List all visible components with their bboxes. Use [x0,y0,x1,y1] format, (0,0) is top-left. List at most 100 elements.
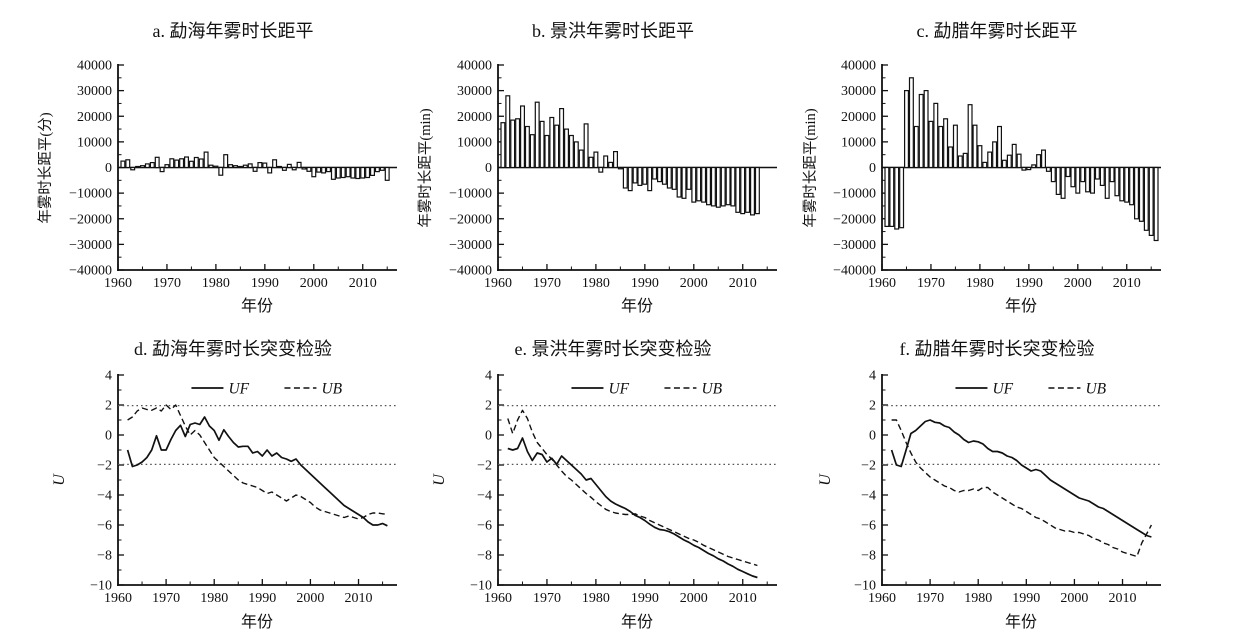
bar-2003 [1090,166,1096,194]
panel-f: f. 勐腊年雾时长突变检验 U 年份 −10 −8 −6 −4 −2 0 2 4 1960 197… [817,322,1240,644]
x-tick-label: 1970 [917,276,945,291]
bar-1967 [913,125,919,169]
bar-1975 [952,124,958,169]
bar-1985 [237,165,243,169]
panel-c-xlabel: 年份 [1005,297,1037,315]
y-tick-label: −10000 [833,187,876,202]
bar-2013 [1138,166,1144,222]
legend-ub-label: UB [321,381,342,398]
bar-1986 [242,164,248,169]
y-tick-label: 2 [485,399,492,414]
bar-2004 [330,166,336,180]
bar-1976 [573,141,579,169]
bar-2003 [706,166,712,206]
x-tick-label: 1980 [202,276,230,291]
bar-2004 [710,166,716,207]
x-tick-label: 1990 [251,276,279,291]
panel-a-ylabel: 年雾时长距平(分) [37,112,54,223]
y-tick-label: −10000 [69,187,112,202]
bar-1983 [992,141,998,169]
bar-1989 [257,162,263,169]
bar-1966 [524,125,530,169]
bar-1995 [666,166,672,189]
bar-2006 [1104,166,1110,199]
bar-1977 [578,149,584,169]
bar-1988 [632,166,638,184]
y-tick-label: −30000 [449,238,492,253]
y-tick-label: −2 [861,459,876,474]
x-tick-label: 2010 [729,276,757,291]
bar-2011 [1129,166,1135,206]
x-tick-label: 1960 [104,276,132,291]
bar-1996 [291,166,297,171]
bar-1973 [179,158,185,169]
y-tick-label: −40000 [833,264,876,279]
y-tick-label: 20000 [457,110,492,125]
bar-2010 [740,166,746,215]
bar-1984 [233,165,239,169]
bar-1973 [559,107,565,169]
y-tick-label: −6 [97,519,112,534]
x-tick-label: 1970 [152,591,180,606]
y-tick-label: −10000 [449,187,492,202]
y-tick-label: −30000 [69,238,112,253]
panel-b-ylabel: 年雾时长距平(min) [417,108,434,227]
x-tick-label: 1980 [200,591,228,606]
panel-a-svg: a. 勐海年雾时长距平 年雾时长距平(分) 年份 −40000 −30000 −20… [37,21,397,315]
bar-2016 [1153,166,1159,242]
y-tick-label: −2 [477,459,492,474]
bar-1986 [622,166,628,189]
bar-2001 [316,166,322,173]
y-tick-label: 0 [105,161,112,176]
bar-1969 [923,89,929,169]
bar-1970 [544,134,550,169]
x-tick-label: 2010 [729,591,757,606]
bar-1981 [218,166,224,176]
y-tick-label: −20000 [69,212,112,227]
bar-2007 [725,166,731,206]
ub-line [127,404,388,520]
bar-1978 [203,151,209,169]
y-tick-label: 2 [105,399,112,414]
bar-1999 [686,166,692,190]
bar-1967 [529,134,535,169]
bar-1967 [149,162,155,169]
x-tick-label: 2010 [349,276,377,291]
bar-1963 [130,166,136,171]
bar-1961 [884,166,890,228]
bar-1992 [1036,154,1042,169]
bar-1994 [1045,166,1051,172]
bar-1980 [977,145,983,169]
bar-1976 [193,156,199,169]
panel-c-plot-area: −40000 −30000 −20000 −10000 0 10000 20000 30000… [833,59,1161,291]
bar-1966 [908,77,914,169]
bar-2005 [1099,166,1105,186]
x-tick-label: 1980 [964,591,992,606]
bar-1974 [947,146,953,169]
bar-1978 [967,104,973,169]
bar-2009 [735,166,741,213]
bar-1994 [281,166,287,171]
y-tick-label: −40000 [449,264,492,279]
y-tick-label: −20000 [833,212,876,227]
panel-a-plot-area: −40000 −30000 −20000 −10000 0 10000 20000 30000… [69,59,397,291]
bar-1965 [903,89,909,169]
bar-2006 [720,166,726,207]
bar-2006 [340,166,346,179]
bar-1972 [174,159,180,169]
y-tick-label: 30000 [841,84,876,99]
y-tick-label: 20000 [841,110,876,125]
y-tick-label: 30000 [77,84,112,99]
x-tick-label: 2010 [1109,591,1137,606]
y-tick-label: 40000 [77,59,112,74]
x-tick-label: 1970 [533,276,561,291]
x-tick-label: 2000 [1064,276,1092,291]
bar-1991 [647,166,653,192]
bar-2015 [384,166,390,181]
panel-e: e. 景洪年雾时长突变检验 U 年份 −10 −8 −6 −4 −2 0 2 4 1960 197… [413,322,826,644]
panel-b-plot-area: −40000 −30000 −20000 −10000 0 10000 20000 30000… [449,59,777,291]
bar-1969 [159,166,165,173]
bar-2008 [1114,166,1120,197]
bar-2012 [1134,166,1140,220]
bar-1995 [286,163,292,169]
